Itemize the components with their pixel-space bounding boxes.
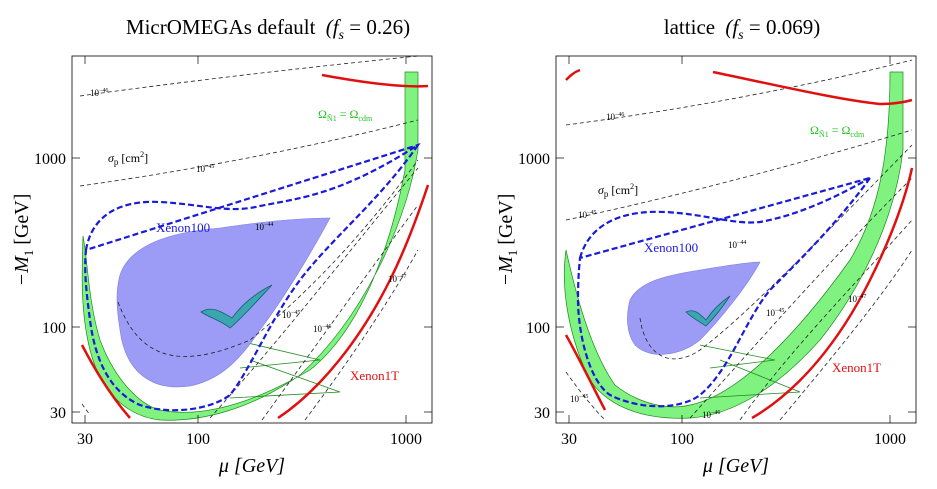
contour-label: 10−45 [578, 210, 596, 220]
relic-label: ΩÑ1 = Ωcdm [810, 123, 865, 139]
xenon1t-label: Xenon1T [350, 368, 399, 383]
xenon100-label: Xenon100 [644, 240, 698, 255]
contour-label: 10−45 [282, 310, 300, 320]
contour-label: 10−46 [606, 112, 624, 122]
x-axis-label: μ [GeV] [218, 455, 285, 477]
panel-right-title: lattice (fs = 0.069) [664, 15, 820, 43]
cross-section-contours [565, 59, 913, 421]
contour-label: 10−45 [766, 308, 784, 318]
contour-label: 10−46 [90, 88, 108, 98]
x-tick-label: 30 [77, 431, 93, 448]
relic-density-band [81, 71, 419, 421]
plot-frame-left [71, 55, 433, 424]
xenon100-label: Xenon100 [156, 220, 210, 235]
xenon1t-label: Xenon1T [832, 360, 881, 375]
y-tick-label: 100 [526, 320, 550, 337]
sigma-label: σp [cm2] [108, 150, 148, 167]
contour-label: 10−45 [196, 164, 214, 174]
cross-section-contours [79, 55, 419, 421]
y-tick-label: 1000 [34, 151, 66, 168]
teal-region [685, 295, 731, 327]
xenon1t-curve [751, 167, 914, 420]
xenon100-boundary [576, 176, 873, 408]
xenon100-excluded-region [627, 261, 761, 355]
panel-left: MicrOMEGAs default (fs = 0.26) [11, 15, 433, 477]
relic-density-band [563, 71, 904, 419]
panel-left-title: MicrOMEGAs default (fs = 0.26) [126, 15, 410, 43]
xenon1t-curve [564, 334, 607, 411]
contour-label: 10−44 [728, 240, 746, 250]
panel-right: lattice (fs = 0.069) 30 10 [495, 15, 917, 477]
x-ticks-right [556, 56, 916, 423]
contour-label: 10−47 [388, 274, 406, 284]
y-tick-label: 30 [50, 405, 66, 422]
contour-label: 10−45 [570, 394, 588, 404]
x-tick-label: 30 [561, 431, 577, 448]
x-tick-label: 100 [186, 431, 210, 448]
x-tick-label: 1000 [390, 431, 422, 448]
xenon100-boundary [84, 142, 421, 412]
xenon100-excluded-region [116, 217, 331, 388]
x-tick-label: 1000 [874, 431, 906, 448]
xenon1t-curve [712, 70, 913, 106]
xenon1t-curve [80, 344, 131, 419]
contour-label: 10−47 [848, 294, 866, 304]
teal-region [200, 284, 273, 329]
contour-label: 10−46 [313, 324, 331, 334]
contour-label: 10−44 [255, 222, 273, 232]
x-ticks-left [72, 56, 432, 423]
relic-loop [699, 344, 801, 399]
y-axis-label: −M1 [GeV] [11, 194, 36, 287]
x-axis-label: μ [GeV] [702, 455, 769, 477]
y-tick-label: 30 [534, 405, 550, 422]
relic-label: ΩÑ1 = Ωcdm [318, 107, 373, 123]
sigma-label: σp [cm2] [598, 182, 638, 199]
relic-loop [229, 339, 341, 399]
plot-frame-right [555, 55, 917, 424]
x-tick-label: 100 [670, 431, 694, 448]
xenon1t-curve [321, 73, 429, 88]
y-tick-label: 100 [42, 320, 66, 337]
contour-label: 10−46 [702, 410, 720, 420]
y-tick-label: 1000 [518, 151, 550, 168]
xenon1t-curve [565, 68, 581, 81]
xenon1t-curve [277, 184, 430, 420]
y-axis-label: −M1 [GeV] [495, 194, 520, 287]
